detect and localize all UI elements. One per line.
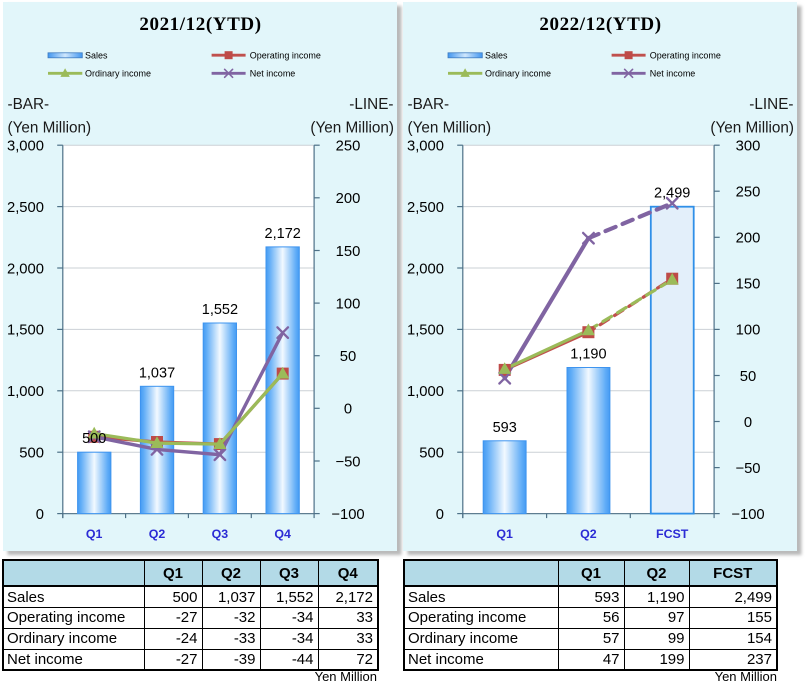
svg-text:Ordinary income: Ordinary income [85, 69, 151, 79]
svg-text:2,000: 2,000 [7, 261, 44, 277]
svg-text:Net income: Net income [250, 69, 296, 79]
svg-text:Operating income: Operating income [650, 51, 721, 61]
svg-text:−100: −100 [331, 507, 364, 523]
svg-text:Q2: Q2 [580, 527, 597, 541]
svg-text:(Yen Million): (Yen Million) [8, 120, 92, 137]
svg-text:−50: −50 [735, 461, 760, 477]
svg-text:2,500: 2,500 [407, 200, 444, 216]
svg-text:100: 100 [736, 323, 761, 339]
svg-text:-LINE-: -LINE- [749, 96, 793, 113]
svg-text:2,000: 2,000 [407, 261, 444, 277]
svg-text:1,037: 1,037 [139, 365, 175, 381]
svg-text:250: 250 [336, 139, 361, 155]
svg-text:0: 0 [744, 415, 752, 431]
svg-text:1,190: 1,190 [570, 347, 606, 363]
svg-text:150: 150 [736, 277, 761, 293]
svg-text:593: 593 [493, 420, 517, 436]
svg-text:(Yen Million): (Yen Million) [310, 120, 394, 137]
svg-text:500: 500 [19, 446, 44, 462]
svg-text:50: 50 [340, 349, 356, 365]
svg-text:Ordinary income: Ordinary income [485, 69, 551, 79]
svg-text:−100: −100 [731, 507, 764, 523]
svg-text:Q1: Q1 [86, 527, 103, 541]
svg-text:Sales: Sales [85, 51, 108, 61]
svg-text:-BAR-: -BAR- [8, 96, 50, 113]
svg-text:3,000: 3,000 [7, 139, 44, 155]
svg-text:0: 0 [436, 507, 444, 523]
svg-text:50: 50 [740, 369, 756, 385]
svg-text:Net income: Net income [650, 69, 696, 79]
svg-text:200: 200 [336, 191, 361, 207]
svg-text:1,000: 1,000 [407, 384, 444, 400]
svg-text:200: 200 [736, 231, 761, 247]
svg-text:100: 100 [336, 296, 361, 312]
svg-text:3,000: 3,000 [407, 139, 444, 155]
svg-text:2,499: 2,499 [654, 186, 690, 202]
svg-text:2022/12(YTD): 2022/12(YTD) [539, 14, 661, 35]
svg-text:1,000: 1,000 [7, 384, 44, 400]
svg-text:−50: −50 [335, 454, 360, 470]
svg-text:300: 300 [736, 139, 761, 155]
svg-text:-LINE-: -LINE- [349, 96, 393, 113]
svg-text:250: 250 [736, 185, 761, 201]
svg-text:-BAR-: -BAR- [408, 96, 450, 113]
svg-text:2,172: 2,172 [265, 226, 301, 242]
svg-text:(Yen Million): (Yen Million) [408, 120, 492, 137]
svg-text:0: 0 [344, 402, 352, 418]
svg-text:Q3: Q3 [212, 527, 229, 541]
svg-text:Operating income: Operating income [250, 51, 321, 61]
svg-text:0: 0 [36, 507, 44, 523]
svg-text:1,500: 1,500 [7, 323, 44, 339]
svg-text:2,500: 2,500 [7, 200, 44, 216]
svg-text:500: 500 [419, 446, 444, 462]
svg-text:2021/12(YTD): 2021/12(YTD) [139, 14, 261, 35]
svg-text:Sales: Sales [485, 51, 508, 61]
svg-text:Q2: Q2 [149, 527, 166, 541]
svg-text:150: 150 [336, 244, 361, 260]
svg-text:500: 500 [82, 431, 106, 447]
svg-text:FCST: FCST [656, 527, 689, 541]
svg-text:Q4: Q4 [274, 527, 291, 541]
svg-text:1,500: 1,500 [407, 323, 444, 339]
svg-text:(Yen Million): (Yen Million) [710, 120, 794, 137]
svg-text:Q1: Q1 [496, 527, 513, 541]
svg-text:1,552: 1,552 [202, 302, 238, 318]
